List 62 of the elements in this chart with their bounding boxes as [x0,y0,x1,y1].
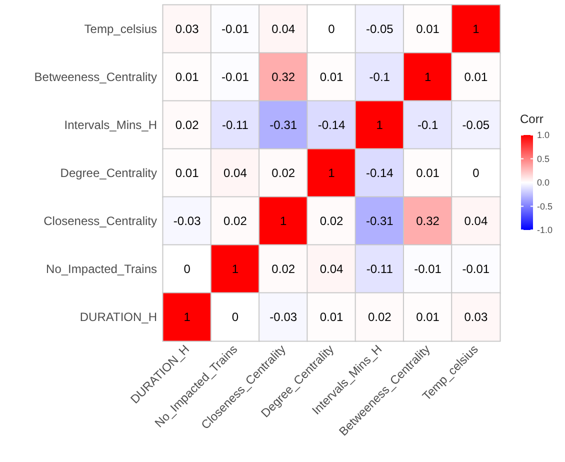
data-label: 0 [328,22,336,36]
y-tick-label: Degree_Centrality [60,166,157,180]
data-label: 0.01 [416,166,440,180]
data-label: 0.04 [224,166,248,180]
data-label: -0.11 [366,262,394,276]
data-label: -0.01 [222,22,250,36]
data-label: -0.1 [369,70,390,84]
color-bar-label: -1.0 [537,225,553,235]
data-label: 0.01 [416,310,440,324]
data-label: -0.14 [318,118,346,132]
data-label: 0.01 [464,70,488,84]
data-label: 0.32 [416,214,440,228]
data-label: 0.04 [272,22,296,36]
color-bar-label: 0.5 [537,154,550,164]
data-label: 0.04 [320,262,344,276]
data-label: 0.02 [368,310,392,324]
data-label: -0.31 [270,118,298,132]
data-label: -0.31 [366,214,394,228]
y-tick-label: Betweeness_Centrality [34,70,157,84]
y-tick-label: Temp_celsius [84,22,157,36]
data-label: -0.14 [366,166,394,180]
data-label: 0.32 [272,70,296,84]
data-label: 1 [376,118,384,132]
data-label: -0.11 [222,118,249,132]
data-label: 0.01 [416,22,440,36]
y-tick-label: Closeness_Centrality [44,214,157,228]
data-label: 0.04 [464,214,488,228]
data-label: -0.01 [222,70,250,84]
data-label: 0.02 [272,262,296,276]
color-bar-label: 0.0 [537,178,550,188]
data-label: 0.02 [272,166,296,180]
data-label: -0.1 [417,118,438,132]
data-label: 1 [280,214,288,228]
data-label: 1 [184,310,191,324]
data-label: 1 [424,70,432,84]
data-label: 0 [184,262,191,276]
color-bar-label: -0.5 [537,201,553,212]
data-label: 0 [472,166,480,180]
data-label: -0.01 [414,262,442,276]
y-tick-label: Intervals_Mins_H [64,118,157,132]
data-label: 0.01 [175,70,200,84]
data-label: 0.02 [175,118,200,132]
color-bar-title: Corr [520,112,544,126]
data-label: 0.02 [320,214,344,228]
data-label: 0.03 [464,310,488,324]
color-bar-label: 1.0 [537,130,550,140]
data-label: -0.03 [270,310,298,324]
data-label: 0.01 [320,70,344,84]
data-label: -0.05 [366,22,394,36]
data-label: -0.01 [462,262,490,276]
data-label: 1 [472,22,480,36]
data-label: 0.01 [175,166,200,180]
data-label: -0.03 [173,214,202,228]
data-label: 0 [232,310,239,324]
y-tick-label: DURATION_H [80,310,157,324]
data-label: 0.01 [320,310,344,324]
y-tick-label: No_Impacted_Trains [46,262,157,276]
data-label: 1 [328,166,336,180]
data-label: -0.05 [462,118,490,132]
data-label: 0.03 [175,22,200,36]
data-label: 0.02 [224,214,248,228]
data-label: 1 [232,262,239,276]
